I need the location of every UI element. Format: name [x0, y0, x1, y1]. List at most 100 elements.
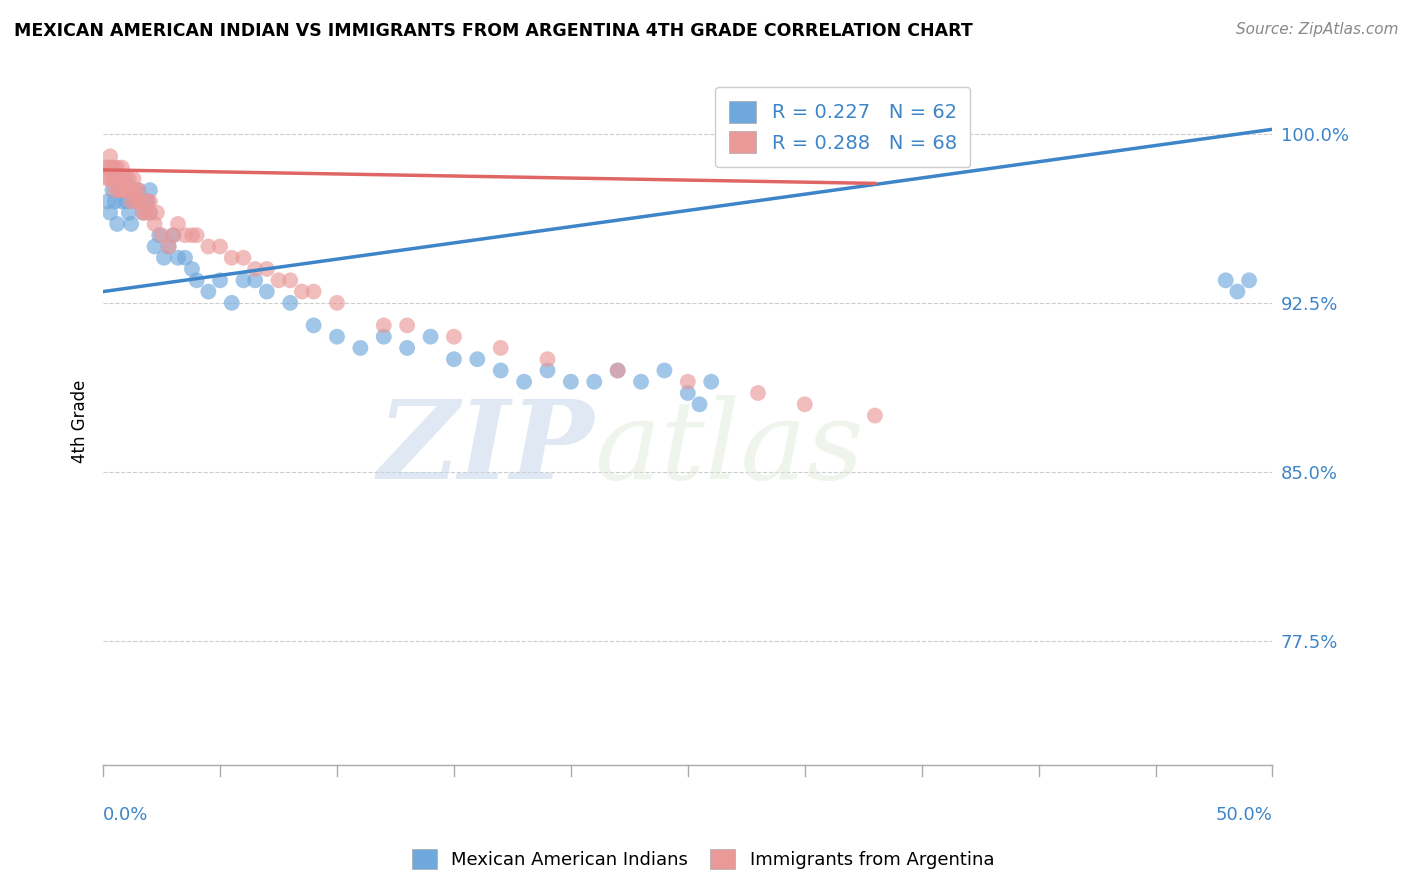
- Point: [143, 239, 166, 253]
- Point: [112, 172, 135, 186]
- Point: [98, 205, 121, 219]
- Point: [108, 183, 131, 197]
- Point: [419, 329, 441, 343]
- Point: [278, 273, 301, 287]
- Point: [112, 183, 135, 197]
- Point: [232, 273, 254, 287]
- Point: [122, 172, 145, 186]
- Point: [139, 205, 162, 219]
- Point: [111, 194, 134, 209]
- Point: [98, 172, 121, 186]
- Point: [111, 183, 134, 197]
- Point: [676, 386, 699, 401]
- Point: [122, 183, 145, 197]
- Point: [105, 172, 128, 186]
- Point: [513, 375, 536, 389]
- Point: [115, 172, 138, 186]
- Point: [465, 352, 488, 367]
- Point: [606, 363, 628, 377]
- Point: [162, 228, 184, 243]
- Point: [129, 194, 152, 209]
- Point: [104, 194, 127, 209]
- Point: [136, 194, 159, 209]
- Legend: R = 0.227   N = 62, R = 0.288   N = 68: R = 0.227 N = 62, R = 0.288 N = 68: [716, 87, 970, 167]
- Point: [232, 251, 254, 265]
- Point: [129, 194, 152, 209]
- Point: [536, 352, 558, 367]
- Point: [291, 285, 314, 299]
- Point: [1226, 285, 1249, 299]
- Point: [139, 205, 162, 219]
- Point: [115, 194, 138, 209]
- Point: [101, 172, 124, 186]
- Point: [162, 228, 184, 243]
- Point: [209, 273, 232, 287]
- Point: [153, 251, 176, 265]
- Point: [105, 172, 128, 186]
- Point: [157, 239, 180, 253]
- Point: [536, 363, 558, 377]
- Point: [793, 397, 815, 411]
- Point: [630, 375, 652, 389]
- Point: [654, 363, 676, 377]
- Point: [302, 318, 325, 333]
- Point: [174, 251, 197, 265]
- Point: [197, 285, 219, 299]
- Point: [396, 318, 419, 333]
- Point: [221, 251, 243, 265]
- Point: [108, 183, 131, 197]
- Point: [863, 409, 886, 423]
- Point: [181, 262, 204, 277]
- Point: [606, 363, 628, 377]
- Point: [115, 183, 138, 197]
- Point: [127, 183, 149, 197]
- Point: [125, 183, 148, 197]
- Text: atlas: atlas: [595, 395, 863, 502]
- Point: [583, 375, 606, 389]
- Point: [326, 329, 349, 343]
- Point: [120, 217, 142, 231]
- Point: [197, 239, 219, 253]
- Point: [689, 397, 711, 411]
- Point: [167, 251, 190, 265]
- Point: [111, 183, 134, 197]
- Point: [97, 161, 120, 175]
- Point: [104, 161, 127, 175]
- Point: [186, 273, 208, 287]
- Point: [118, 183, 141, 197]
- Point: [181, 228, 204, 243]
- Point: [167, 217, 190, 231]
- Point: [120, 183, 142, 197]
- Point: [560, 375, 582, 389]
- Point: [139, 194, 162, 209]
- Point: [115, 183, 138, 197]
- Point: [700, 375, 723, 389]
- Point: [94, 161, 117, 175]
- Point: [221, 296, 243, 310]
- Point: [174, 228, 197, 243]
- Point: [111, 172, 134, 186]
- Point: [112, 172, 135, 186]
- Point: [108, 172, 131, 186]
- Point: [97, 172, 120, 186]
- Point: [157, 239, 180, 253]
- Point: [101, 183, 124, 197]
- Text: ZIP: ZIP: [378, 395, 595, 502]
- Point: [104, 183, 127, 197]
- Point: [443, 352, 465, 367]
- Point: [134, 194, 156, 209]
- Point: [148, 228, 170, 243]
- Point: [373, 329, 395, 343]
- Point: [243, 273, 266, 287]
- Point: [676, 375, 699, 389]
- Point: [125, 194, 148, 209]
- Point: [104, 172, 127, 186]
- Point: [101, 161, 124, 175]
- Point: [105, 161, 128, 175]
- Point: [489, 341, 512, 355]
- Point: [132, 205, 155, 219]
- Text: MEXICAN AMERICAN INDIAN VS IMMIGRANTS FROM ARGENTINA 4TH GRADE CORRELATION CHART: MEXICAN AMERICAN INDIAN VS IMMIGRANTS FR…: [14, 22, 973, 40]
- Point: [143, 217, 166, 231]
- Point: [127, 194, 149, 209]
- Point: [278, 296, 301, 310]
